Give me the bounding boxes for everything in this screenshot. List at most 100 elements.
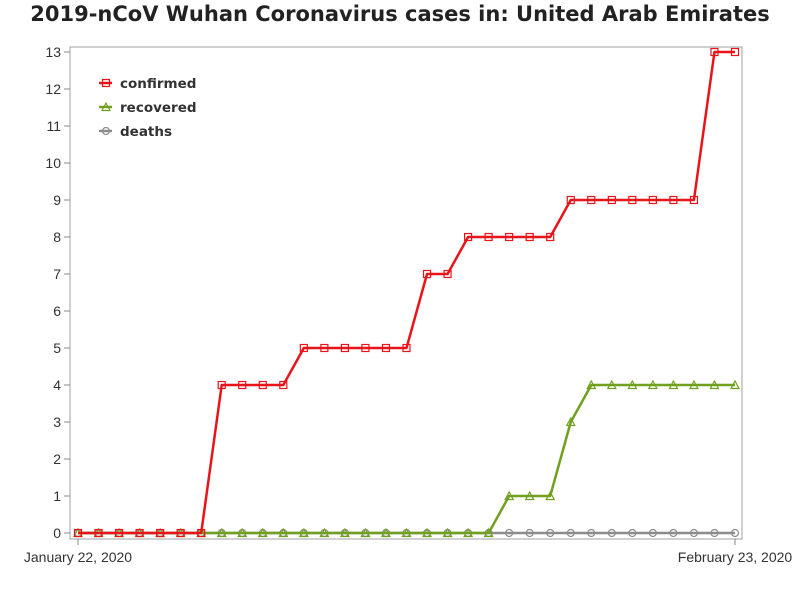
data-point-confirmed xyxy=(648,195,657,205)
data-point-confirmed xyxy=(587,195,596,205)
data-point-recovered xyxy=(483,527,494,538)
data-point-deaths xyxy=(689,528,699,538)
legend-label: recovered xyxy=(120,100,197,116)
data-point-confirmed xyxy=(710,47,719,57)
data-point-confirmed xyxy=(689,195,699,205)
data-point-confirmed xyxy=(402,343,411,353)
data-point-recovered xyxy=(319,527,330,538)
data-point-recovered xyxy=(360,527,371,538)
data-point-recovered xyxy=(565,416,576,427)
data-point-recovered xyxy=(216,527,227,538)
data-point-deaths xyxy=(607,528,616,538)
chart-title: 2019-nCoV Wuhan Coronavirus cases in: Un… xyxy=(30,2,770,26)
data-point-recovered xyxy=(627,379,638,390)
data-point-confirmed xyxy=(114,528,124,538)
series-confirmed xyxy=(73,47,740,538)
data-point-confirmed xyxy=(156,528,165,538)
data-point-confirmed xyxy=(525,232,534,242)
y-tick-label: 6 xyxy=(53,303,61,319)
data-point-confirmed xyxy=(381,343,391,353)
x-tick-label: February 23, 2020 xyxy=(678,549,793,565)
data-point-recovered xyxy=(278,527,289,538)
x-tick-label: January 22, 2020 xyxy=(24,549,132,565)
data-point-confirmed xyxy=(238,380,247,390)
data-point-recovered xyxy=(298,527,309,538)
y-tick-label: 8 xyxy=(53,229,61,245)
data-point-confirmed xyxy=(258,380,267,390)
legend-item-recovered: recovered xyxy=(99,100,197,116)
data-point-confirmed xyxy=(546,232,555,242)
y-tick-label: 13 xyxy=(45,44,61,60)
legend-item-confirmed: confirmed xyxy=(99,76,196,92)
data-point-recovered xyxy=(237,527,248,538)
data-point-confirmed xyxy=(197,528,206,538)
y-tick-label: 3 xyxy=(53,414,61,430)
data-point-confirmed xyxy=(217,380,226,390)
y-tick-label: 7 xyxy=(53,266,61,282)
data-point-recovered xyxy=(422,527,433,538)
legend-marker-triangle xyxy=(101,101,111,112)
data-point-confirmed xyxy=(484,232,493,242)
legend-marker-circle xyxy=(101,126,111,136)
data-point-recovered xyxy=(463,527,474,538)
data-point-confirmed xyxy=(94,528,103,538)
data-point-deaths xyxy=(546,528,555,538)
legend-label: confirmed xyxy=(120,76,196,92)
series-line-confirmed xyxy=(78,50,735,535)
data-point-confirmed xyxy=(730,47,740,57)
data-point-confirmed xyxy=(628,195,637,205)
y-tick-label: 0 xyxy=(53,525,61,541)
y-tick-label: 12 xyxy=(45,81,61,97)
data-point-deaths xyxy=(669,528,678,538)
data-point-confirmed xyxy=(135,528,144,538)
data-point-confirmed xyxy=(669,195,678,205)
data-point-recovered xyxy=(586,379,597,390)
data-point-deaths xyxy=(730,528,740,538)
y-tick-label: 11 xyxy=(46,118,61,134)
data-point-recovered xyxy=(688,379,699,390)
data-point-deaths xyxy=(525,528,534,538)
y-tick-label: 2 xyxy=(53,451,61,467)
data-point-recovered xyxy=(647,379,658,390)
data-point-deaths xyxy=(505,528,514,538)
legend: confirmed recovered deaths xyxy=(99,76,197,140)
y-tick-label: 10 xyxy=(45,155,61,171)
data-point-recovered xyxy=(730,379,740,390)
series-layer xyxy=(73,47,740,538)
y-tick-label: 9 xyxy=(53,192,61,208)
data-point-confirmed xyxy=(279,380,288,390)
y-tick-label: 1 xyxy=(53,488,61,504)
data-point-confirmed xyxy=(73,528,83,538)
data-point-confirmed xyxy=(443,269,452,279)
y-tick-label: 5 xyxy=(53,340,61,356)
data-point-recovered xyxy=(339,527,350,538)
data-point-recovered xyxy=(380,527,391,538)
data-point-recovered xyxy=(668,379,679,390)
data-point-deaths xyxy=(566,528,575,538)
data-point-confirmed xyxy=(463,232,473,242)
data-point-confirmed xyxy=(176,528,185,538)
data-point-confirmed xyxy=(607,195,616,205)
data-point-confirmed xyxy=(422,269,432,279)
data-point-deaths xyxy=(628,528,637,538)
plot-frame xyxy=(69,46,743,540)
data-point-recovered xyxy=(606,379,617,390)
data-point-confirmed xyxy=(361,343,370,353)
series-line-recovered xyxy=(78,383,735,535)
data-point-deaths xyxy=(587,528,596,538)
data-point-confirmed xyxy=(566,195,575,205)
data-point-confirmed xyxy=(299,343,308,353)
legend-marker-square xyxy=(101,78,111,88)
y-tick-label: 4 xyxy=(53,377,61,393)
data-point-recovered xyxy=(504,490,515,501)
data-point-recovered xyxy=(401,527,412,538)
data-point-confirmed xyxy=(505,232,514,242)
data-point-confirmed xyxy=(340,343,350,353)
data-point-recovered xyxy=(524,490,535,501)
legend-item-deaths: deaths xyxy=(99,124,172,140)
data-point-recovered xyxy=(545,490,556,501)
legend-label: deaths xyxy=(120,124,172,140)
data-point-confirmed xyxy=(320,343,329,353)
